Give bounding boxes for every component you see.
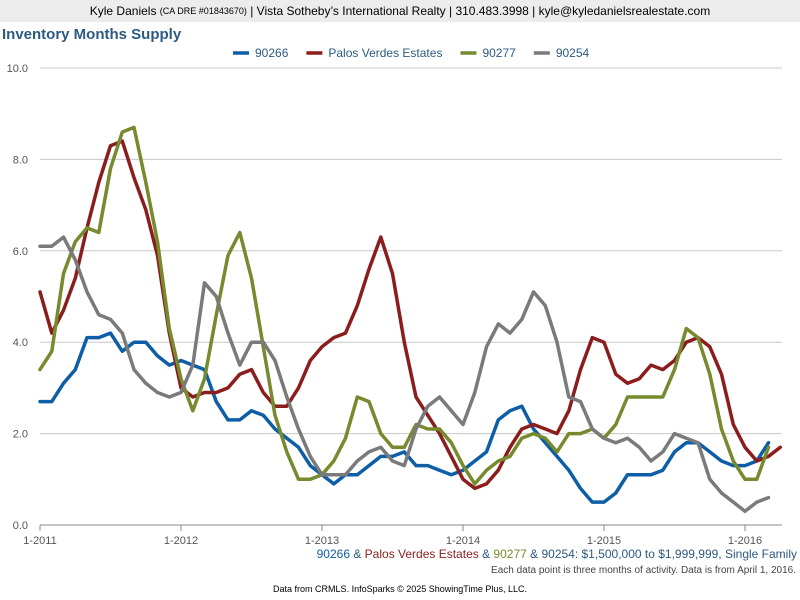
subtitle-series-90254: 90254 — [541, 547, 575, 561]
footer-credit: Data from CRMLS. InfoSparks © 2025 Showi… — [273, 584, 527, 594]
data-note: Each data point is three months of activ… — [491, 565, 796, 576]
chart-subtitle: 90266 & Palos Verdes Estates & 90277 & 9… — [317, 547, 797, 561]
legend-label-3: 90254 — [556, 46, 590, 60]
y-tick-label: 8.0 — [13, 154, 28, 166]
y-tick-label: 2.0 — [13, 429, 28, 441]
agent-dre: (CA DRE #01843670) — [159, 6, 247, 16]
y-tick-label: 10.0 — [7, 63, 28, 75]
agent-name: Kyle Daniels — [89, 4, 157, 18]
y-tick-label: 4.0 — [13, 337, 28, 349]
agent-contact: | Vista Sotheby’s International Realty |… — [250, 4, 711, 18]
subtitle-series-pve: Palos Verdes Estates — [364, 547, 479, 561]
y-tick-label: 6.0 — [13, 246, 28, 258]
series-line-2 — [38, 125, 771, 486]
header-bar: Kyle Daniels (CA DRE #01843670) | Vista … — [0, 0, 800, 22]
x-tick-label: 1-2016 — [728, 535, 762, 545]
subtitle-criteria: : $1,500,000 to $1,999,999, Single Famil… — [574, 547, 797, 561]
chart-title: Inventory Months Supply — [2, 26, 182, 43]
subtitle-sep: & — [478, 547, 494, 561]
x-tick-label: 1-2015 — [587, 535, 621, 545]
legend-label-2: 90277 — [482, 46, 516, 60]
series-line-0 — [38, 331, 771, 504]
subtitle-series-90277: 90277 — [493, 547, 527, 561]
x-tick-label: 1-2011 — [23, 535, 56, 545]
x-tick-label: 1-2012 — [164, 535, 198, 545]
x-tick-label: 1-2014 — [446, 535, 480, 545]
legend-label-0: 90266 — [255, 46, 289, 60]
series-line-3 — [38, 235, 771, 514]
line-chart: 0.0 2.0 4.0 6.0 8.0 10.0 1-2011 1-2012 1-2013 1-2… — [7, 46, 783, 545]
y-tick-label: 0.0 — [13, 520, 28, 532]
x-tick-label: 1-2013 — [305, 535, 339, 545]
legend-label-1: Palos Verdes Estates — [328, 46, 442, 60]
subtitle-series-90266: 90266 — [316, 547, 350, 561]
subtitle-sep: & — [526, 547, 542, 561]
subtitle-sep: & — [350, 547, 365, 561]
